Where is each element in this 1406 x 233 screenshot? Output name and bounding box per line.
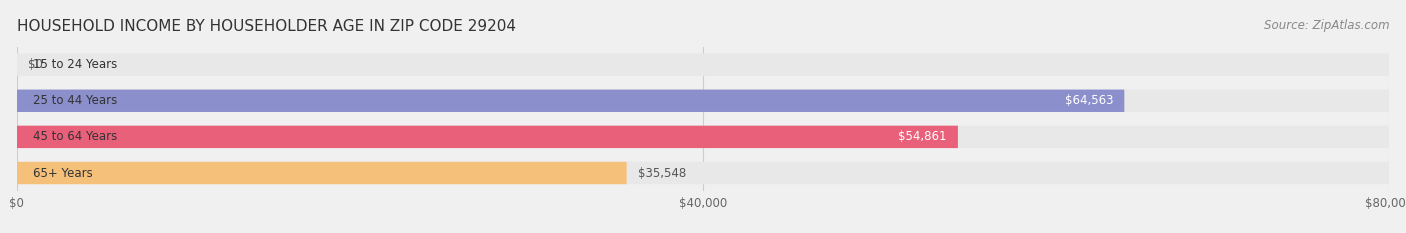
Text: Source: ZipAtlas.com: Source: ZipAtlas.com	[1264, 19, 1389, 32]
Text: 45 to 64 Years: 45 to 64 Years	[34, 130, 118, 143]
FancyBboxPatch shape	[17, 126, 1389, 148]
FancyBboxPatch shape	[17, 53, 1389, 76]
Text: $0: $0	[28, 58, 42, 71]
Text: HOUSEHOLD INCOME BY HOUSEHOLDER AGE IN ZIP CODE 29204: HOUSEHOLD INCOME BY HOUSEHOLDER AGE IN Z…	[17, 19, 516, 34]
Text: 15 to 24 Years: 15 to 24 Years	[34, 58, 118, 71]
FancyBboxPatch shape	[17, 126, 957, 148]
Text: 65+ Years: 65+ Years	[34, 167, 93, 179]
FancyBboxPatch shape	[17, 162, 1389, 184]
FancyBboxPatch shape	[17, 89, 1125, 112]
Text: $54,861: $54,861	[898, 130, 946, 143]
Text: $64,563: $64,563	[1064, 94, 1114, 107]
FancyBboxPatch shape	[17, 162, 627, 184]
Text: 25 to 44 Years: 25 to 44 Years	[34, 94, 118, 107]
Text: $35,548: $35,548	[637, 167, 686, 179]
FancyBboxPatch shape	[17, 89, 1389, 112]
